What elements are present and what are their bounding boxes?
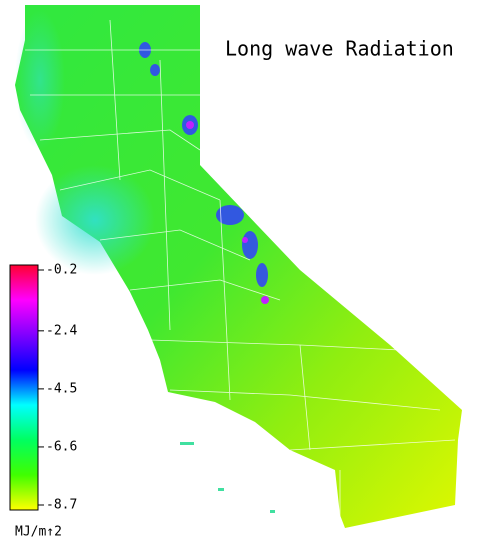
colorbar-ramp bbox=[9, 264, 39, 511]
coastal-zone bbox=[35, 165, 155, 275]
colorbar: -0.2 -2.4 -4.5 -6.6 -8.7 bbox=[9, 263, 77, 513]
map-title: Long wave Radiation bbox=[225, 37, 454, 61]
colorbar-unit: MJ/m↑2 bbox=[15, 525, 62, 540]
california bbox=[15, 5, 462, 528]
colorbar-tick-label: -4.5 bbox=[46, 381, 77, 396]
colorbar-tick-label: -2.4 bbox=[46, 323, 77, 338]
colorbar-tick-label: -8.7 bbox=[46, 498, 77, 513]
colorbar-tick-label: -0.2 bbox=[46, 263, 77, 278]
peaks bbox=[186, 121, 269, 304]
county-lines bbox=[25, 19, 456, 528]
coastal-zone bbox=[15, 10, 65, 150]
colorbar-tick-label: -6.6 bbox=[46, 439, 77, 454]
state-shape bbox=[15, 5, 462, 528]
islands bbox=[180, 442, 275, 513]
